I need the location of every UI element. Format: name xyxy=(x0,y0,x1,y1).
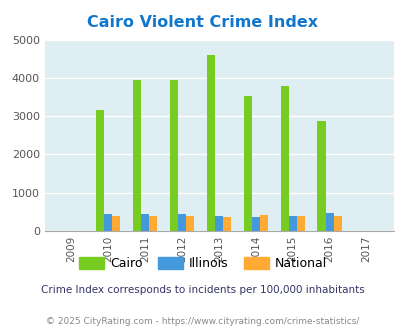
Bar xyxy=(96,110,104,231)
Bar xyxy=(149,216,157,231)
Bar xyxy=(288,216,296,231)
Bar xyxy=(296,216,304,231)
Bar xyxy=(177,214,185,231)
Bar xyxy=(104,214,112,231)
Bar xyxy=(169,80,177,231)
Text: Crime Index corresponds to incidents per 100,000 inhabitants: Crime Index corresponds to incidents per… xyxy=(41,285,364,295)
Bar xyxy=(280,85,288,231)
Bar xyxy=(333,216,341,231)
Bar xyxy=(243,96,251,231)
Bar xyxy=(259,214,267,231)
Bar xyxy=(214,216,222,231)
Bar xyxy=(112,216,120,231)
Bar xyxy=(141,214,149,231)
Bar xyxy=(251,217,259,231)
Bar xyxy=(132,80,141,231)
Text: Cairo Violent Crime Index: Cairo Violent Crime Index xyxy=(87,15,318,30)
Bar xyxy=(317,121,325,231)
Bar xyxy=(325,213,333,231)
Bar xyxy=(222,217,230,231)
Bar xyxy=(185,216,194,231)
Legend: Cairo, Illinois, National: Cairo, Illinois, National xyxy=(74,252,331,275)
Text: © 2025 CityRating.com - https://www.cityrating.com/crime-statistics/: © 2025 CityRating.com - https://www.city… xyxy=(46,317,359,326)
Bar xyxy=(206,55,214,231)
